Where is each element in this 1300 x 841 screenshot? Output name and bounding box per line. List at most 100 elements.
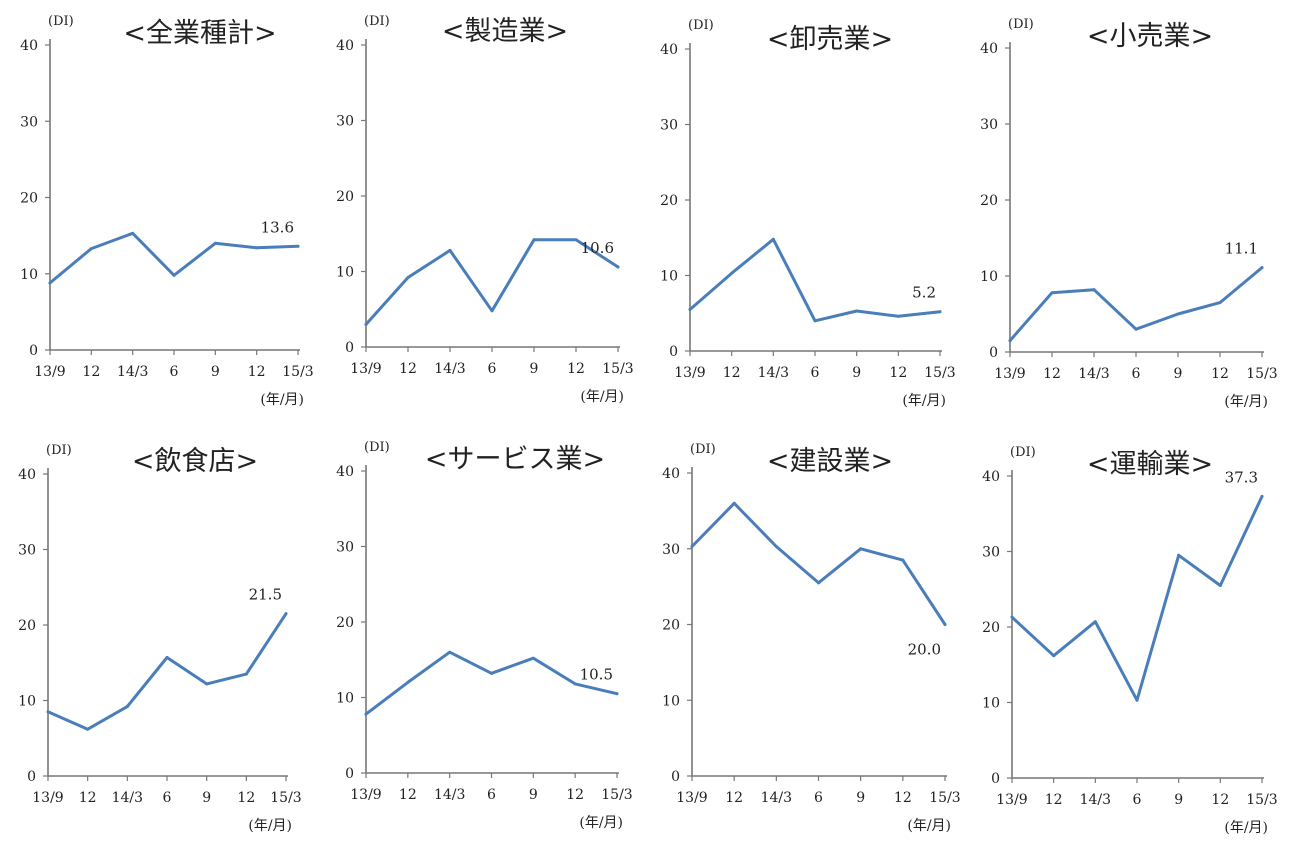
panel-6-y-tick-label: 0 (345, 766, 354, 782)
panel-5-data-point (284, 612, 288, 616)
panel-5-data-point (125, 705, 129, 709)
panel-3-x-tick-label: 9 (852, 365, 861, 381)
panel-3-x-tick-label: 12 (889, 365, 907, 381)
panel-6-data-point (448, 650, 452, 654)
panel-2-x-tick-label: 9 (530, 361, 539, 377)
panel-3-data-point (730, 271, 734, 275)
panel-1-x-tick-label: 9 (211, 364, 220, 380)
panel-1-x-tick-label: 12 (248, 364, 266, 380)
panel-1-x-tick-label: 6 (170, 364, 179, 380)
panel-3-data-point (938, 310, 942, 314)
panel-8-data-point (1177, 553, 1181, 557)
panel-3-x-unit: (年/月) (902, 393, 946, 409)
panel-1-data-point (48, 281, 52, 285)
panel-5-x-tick-label: 15/3 (270, 790, 301, 806)
panel-7-y-tick-label: 0 (671, 769, 680, 785)
panel-6-data-point (573, 682, 577, 686)
panel-5-x-tick-label: 12 (79, 790, 97, 806)
panel-1-x-tick-label: 14/3 (117, 364, 148, 380)
panel-6-x-tick-label: 13/9 (350, 787, 381, 803)
panel-5-data-point (205, 682, 209, 686)
panel-1-y-tick-label: 30 (20, 114, 38, 130)
panel-6-x-tick-label: 15/3 (601, 787, 632, 803)
panel-5-x-tick-label: 14/3 (112, 790, 143, 806)
panel-2-x-tick-label: 13/9 (350, 361, 381, 377)
panel-1-x-tick-label: 12 (82, 364, 100, 380)
panel-8-data-label: 37.3 (1225, 468, 1258, 486)
panel-2-x-tick-label: 6 (488, 361, 497, 377)
panel-2-x-tick-label: 12 (567, 361, 585, 377)
panel-2-y-tick-label: 10 (336, 265, 354, 281)
panel-1-x-tick-label: 13/9 (34, 364, 65, 380)
panel-5-y-unit: (DI) (46, 443, 72, 458)
panel-4-x-tick-label: 13/9 (994, 366, 1025, 382)
panel-8-y-tick-label: 0 (991, 771, 1000, 787)
panel-2-data-point (574, 238, 578, 242)
panel-1-title: <全業種計> (123, 18, 276, 49)
panel-7-data-label: 20.0 (908, 641, 941, 659)
panel-5-x-tick-label: 6 (163, 790, 172, 806)
panel-5-title: <飲食店> (132, 446, 258, 477)
panel-8-data-point (1260, 494, 1264, 498)
panel-7-data-point (690, 544, 694, 548)
panel-1-x-unit: (年/月) (260, 392, 304, 408)
panel-5-y-tick-label: 0 (27, 769, 36, 785)
panel-6-x-tick-label: 12 (566, 787, 584, 803)
panel-3-x-tick-label: 15/3 (924, 365, 955, 381)
panel-8-series-line (1010, 494, 1264, 702)
panel-8-x-tick-label: 9 (1174, 792, 1183, 808)
panel-5-x-unit: (年/月) (248, 818, 292, 834)
panel-1-y-unit: (DI) (48, 14, 74, 29)
panel-2-data-point (532, 238, 536, 242)
panel-4-x-tick-label: 14/3 (1078, 366, 1109, 382)
panel-6-y-tick-label: 40 (336, 464, 354, 480)
panel-8-x-tick-label: 12 (1211, 792, 1229, 808)
panel-5-data-point (165, 655, 169, 659)
panel-4-y-tick-label: 40 (980, 41, 998, 57)
panel-8-y-tick-label: 30 (982, 545, 1000, 561)
panel-1-y-tick-label: 20 (20, 191, 38, 207)
panel-5-y-tick-label: 20 (18, 618, 36, 634)
panel-7-y-unit: (DI) (690, 442, 716, 457)
panel-2-y-tick-label: 20 (336, 189, 354, 205)
panel-6-x-tick-label: 9 (529, 787, 538, 803)
panel-8-x-tick-label: 15/3 (1246, 792, 1277, 808)
panel-3-y-tick-label: 0 (669, 344, 678, 360)
panel-3-series-line (688, 237, 942, 323)
panel-2-data-point (616, 265, 620, 269)
panel-4-data-point (1218, 301, 1222, 305)
panel-7-x-tick-label: 12 (894, 790, 912, 806)
panel-2-x-tick-label: 12 (399, 361, 417, 377)
panel-6-x-tick-label: 12 (399, 787, 417, 803)
panel-4-y-tick-label: 30 (980, 117, 998, 133)
panel-1-y-tick-label: 0 (29, 343, 38, 359)
panel-5-y-tick-label: 40 (18, 467, 36, 483)
panel-7-y-tick-label: 30 (662, 542, 680, 558)
panel-1-y-tick-label: 40 (20, 38, 38, 54)
panel-7-data-point (859, 547, 863, 551)
panel-2-x-unit: (年/月) (580, 389, 624, 405)
panel-4-y-tick-label: 10 (980, 269, 998, 285)
panel-4-data-label: 11.1 (1225, 240, 1258, 258)
panel-4-x-tick-label: 12 (1043, 366, 1061, 382)
panel-3-y-tick-label: 20 (660, 193, 678, 209)
panel-8-x-tick-label: 6 (1133, 792, 1142, 808)
panel-4-data-point (1092, 288, 1096, 292)
panel-8-data-point (1052, 654, 1056, 658)
panel-8-y-tick-label: 40 (982, 469, 1000, 485)
panel-4-title: <小売業> (1087, 21, 1213, 52)
panel-6-data-point (364, 712, 368, 716)
panel-4-x-tick-label: 9 (1174, 366, 1183, 382)
panel-1-y-tick-label: 10 (20, 267, 38, 283)
panel-3-data-label: 5.2 (912, 284, 936, 302)
panel-5-data-point (86, 727, 90, 731)
panel-7-data-point (817, 581, 820, 585)
panel-5-data-point (46, 710, 50, 714)
panel-7-data-point (943, 623, 947, 626)
panel-3-x-tick-label: 13/9 (674, 365, 705, 381)
panel-8-data-point (1093, 620, 1097, 624)
panel-3-y-tick-label: 40 (660, 42, 678, 58)
panel-6-data-point (490, 671, 493, 675)
panel-2-data-point (490, 309, 494, 313)
panel-3-title: <卸売業> (767, 24, 893, 55)
